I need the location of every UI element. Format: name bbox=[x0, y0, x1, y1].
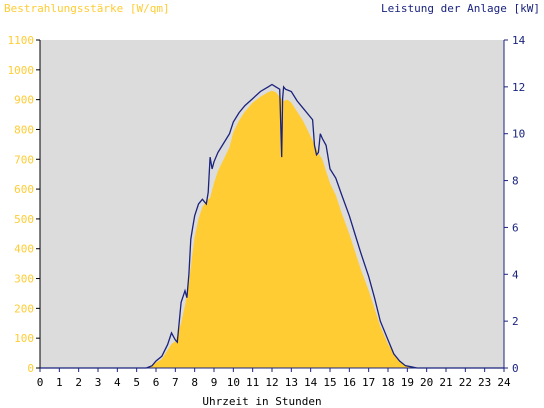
x-tick-label: 20 bbox=[420, 376, 433, 389]
power-line bbox=[40, 83, 504, 369]
x-tick-label: 24 bbox=[497, 376, 511, 389]
x-tick-label: 12 bbox=[265, 376, 278, 389]
y-left-tick-label: 700 bbox=[14, 153, 34, 166]
x-tick-label: 10 bbox=[227, 376, 240, 389]
x-tick-label: 21 bbox=[439, 376, 452, 389]
y-right-tick-label: 14 bbox=[512, 34, 526, 47]
x-tick-label: 11 bbox=[246, 376, 259, 389]
y-left-tick-label: 400 bbox=[14, 243, 34, 256]
y-left-tick-label: 900 bbox=[14, 94, 34, 107]
x-tick-label: 19 bbox=[401, 376, 414, 389]
y-right-tick-label: 12 bbox=[512, 81, 525, 94]
x-tick-label: 13 bbox=[285, 376, 298, 389]
irradiance-area bbox=[40, 90, 504, 368]
y-left-tick-label: 500 bbox=[14, 213, 34, 226]
x-tick-label: 6 bbox=[153, 376, 160, 389]
x-tick-label: 16 bbox=[343, 376, 356, 389]
y-left-tick-label: 1000 bbox=[8, 64, 35, 77]
x-tick-label: 1 bbox=[56, 376, 63, 389]
x-tick-label: 2 bbox=[75, 376, 82, 389]
x-tick-label: 4 bbox=[114, 376, 121, 389]
right-axis-title: Leistung der Anlage [kW] bbox=[381, 2, 540, 15]
x-axis-title: Uhrzeit in Stunden bbox=[202, 395, 321, 408]
x-tick-label: 7 bbox=[172, 376, 179, 389]
y-right-tick-label: 8 bbox=[512, 175, 519, 188]
y-left-tick-label: 200 bbox=[14, 302, 34, 315]
x-tick-label: 5 bbox=[133, 376, 140, 389]
y-right-tick-label: 6 bbox=[512, 221, 519, 234]
x-tick-label: 18 bbox=[381, 376, 394, 389]
y-left-tick-label: 600 bbox=[14, 183, 34, 196]
y-right-tick-label: 4 bbox=[512, 268, 519, 281]
y-left-tick-label: 800 bbox=[14, 123, 34, 136]
x-tick-label: 23 bbox=[478, 376, 491, 389]
x-tick-label: 22 bbox=[459, 376, 472, 389]
y-right-tick-label: 0 bbox=[512, 362, 519, 375]
x-tick-label: 15 bbox=[323, 376, 336, 389]
x-tick-label: 3 bbox=[95, 376, 102, 389]
y-right-tick-label: 10 bbox=[512, 128, 525, 141]
y-left-tick-label: 300 bbox=[14, 273, 34, 286]
y-right-tick-label: 2 bbox=[512, 315, 519, 328]
x-tick-label: 0 bbox=[37, 376, 44, 389]
x-tick-label: 8 bbox=[191, 376, 198, 389]
left-axis-title: Bestrahlungsstärke [W/qm] bbox=[4, 2, 170, 15]
y-left-tick-label: 1100 bbox=[8, 34, 35, 47]
x-tick-label: 14 bbox=[304, 376, 318, 389]
y-left-tick-label: 100 bbox=[14, 332, 34, 345]
y-left-tick-label: 0 bbox=[27, 362, 34, 375]
x-tick-label: 9 bbox=[211, 376, 218, 389]
x-tick-label: 17 bbox=[362, 376, 375, 389]
